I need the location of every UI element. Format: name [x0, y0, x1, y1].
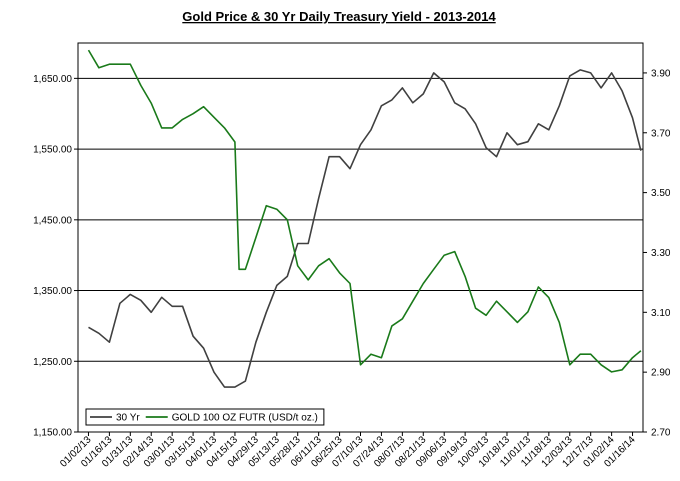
left-tick-label: 1,350.00 [33, 286, 72, 297]
right-tick-label: 3.10 [651, 308, 671, 319]
x-axis-ticks: 01/02/1301/16/1301/31/1302/14/1303/01/13… [58, 432, 638, 470]
chart-title: Gold Price & 30 Yr Daily Treasury Yield … [182, 9, 496, 24]
right-tick-label: 2.70 [651, 428, 671, 439]
plot-area [77, 42, 644, 433]
right-tick-label: 3.30 [651, 248, 671, 259]
gridlines [78, 77, 643, 362]
right-axis-ticks: 2.70 2.90 3.10 3.30 3.50 3.70 3.90 [643, 68, 671, 439]
legend: 30 Yr GOLD 100 OZ FUTR (USD/t oz.) [85, 408, 325, 426]
legend-box [85, 408, 325, 426]
right-tick-label: 3.50 [651, 188, 671, 199]
right-tick-label: 3.70 [651, 128, 671, 139]
right-tick-label: 3.90 [651, 68, 671, 79]
legend-label: GOLD 100 OZ FUTR (USD/t oz.) [172, 413, 318, 424]
left-tick-label: 1,650.00 [33, 74, 72, 85]
left-tick-label: 1,150.00 [33, 428, 72, 439]
right-tick-label: 2.90 [651, 368, 671, 379]
legend-label: 30 Yr [116, 413, 140, 424]
left-tick-label: 1,450.00 [33, 215, 72, 226]
left-tick-label: 1,250.00 [33, 357, 72, 368]
left-tick-label: 1,550.00 [33, 145, 72, 156]
series-lines [87, 49, 642, 388]
left-axis-ticks: 1,150.00 1,250.00 1,350.00 1,450.00 1,550.00… [33, 74, 78, 439]
series-line-1 [87, 49, 642, 373]
series-line-0 [88, 69, 642, 388]
